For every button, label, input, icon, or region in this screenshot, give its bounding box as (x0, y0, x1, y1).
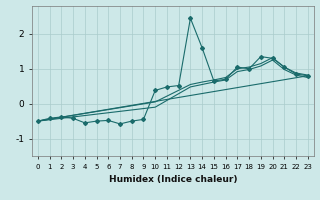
X-axis label: Humidex (Indice chaleur): Humidex (Indice chaleur) (108, 175, 237, 184)
